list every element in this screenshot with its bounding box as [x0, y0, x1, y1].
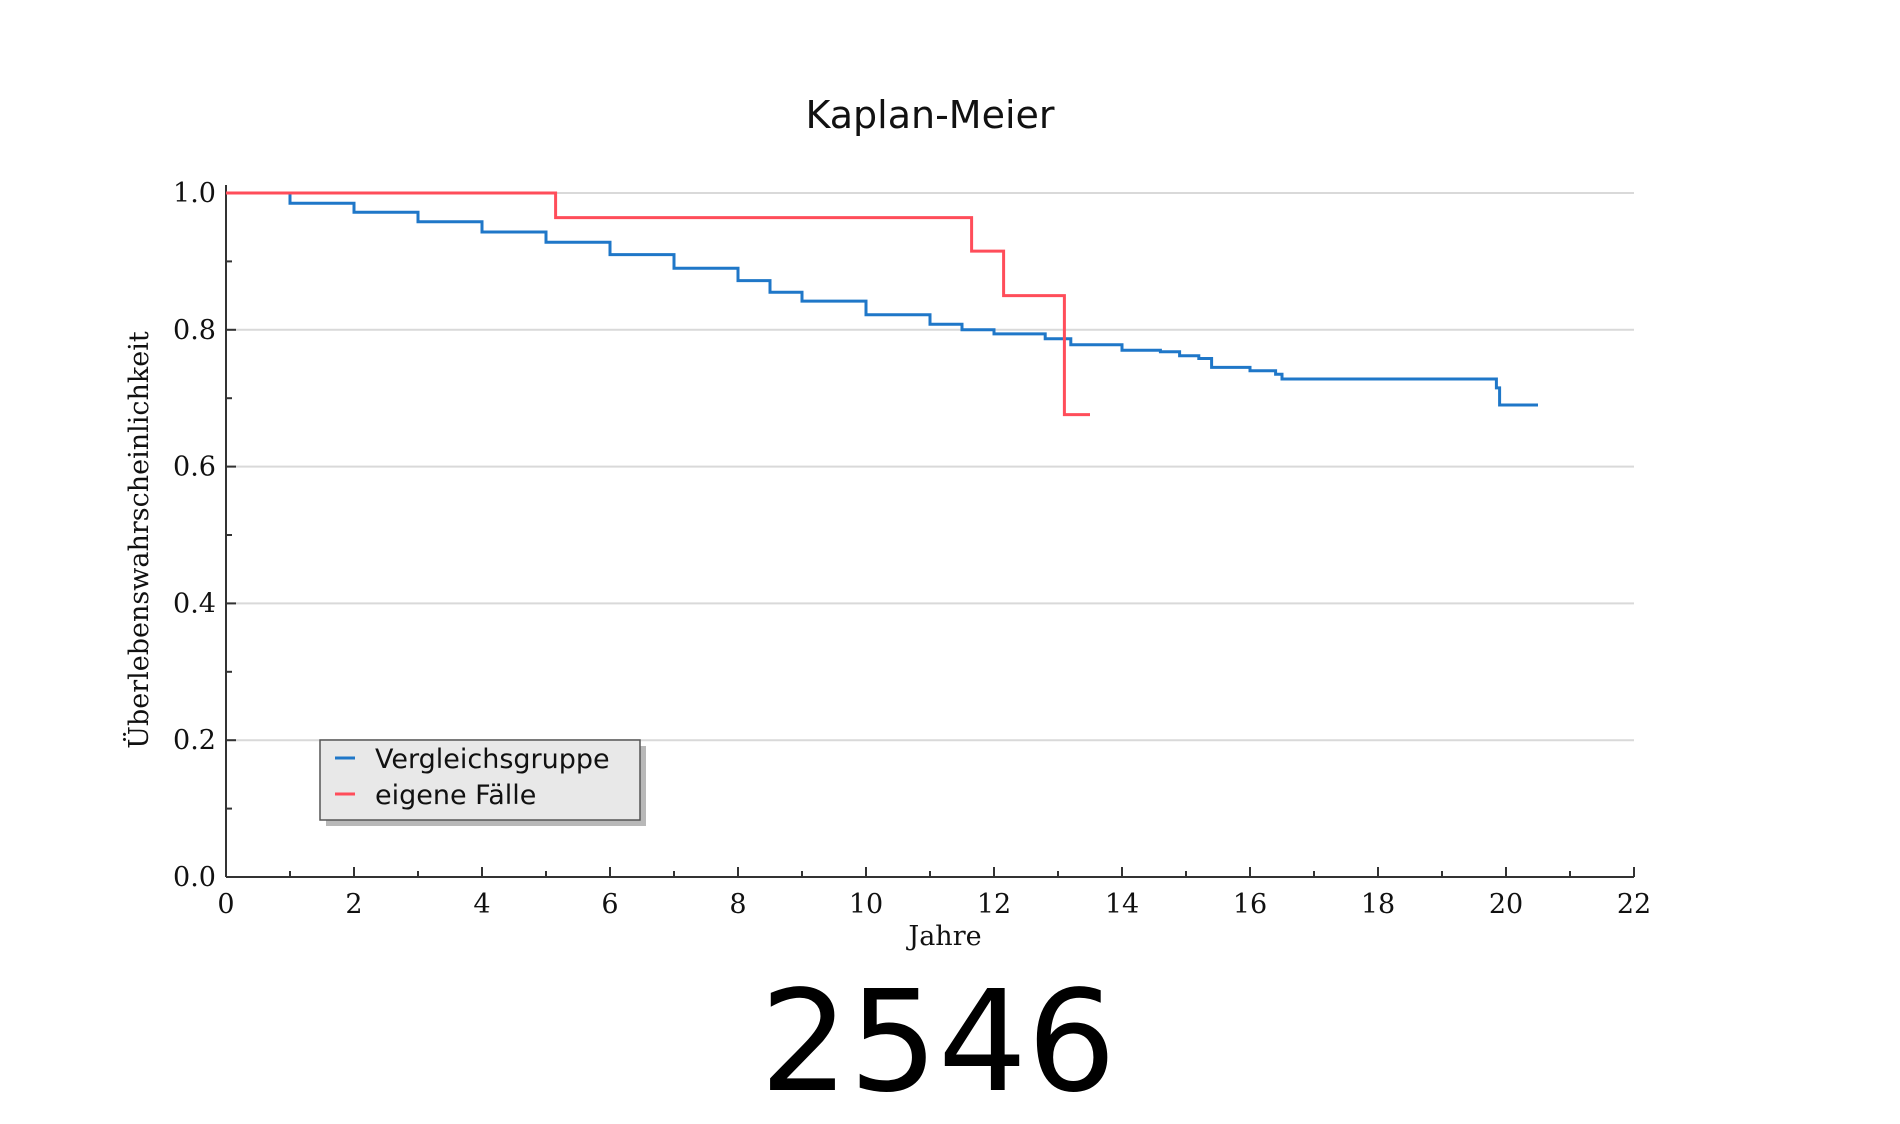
y-tick-label: 0.0 [173, 862, 216, 893]
y-tick-label: 0.8 [173, 315, 216, 346]
y-axis-label: Überlebenswahrscheinlichkeit [121, 331, 155, 749]
x-tick-label: 16 [1233, 889, 1267, 920]
figure-number: 2546 [760, 961, 1116, 1124]
x-tick-label: 18 [1361, 889, 1395, 920]
x-tick-label: 20 [1489, 889, 1523, 920]
x-axis-label: Jahre [905, 921, 981, 952]
tick-labels: 0 2 4 6 8 10 12 14 16 18 20 22 0.0 0.2 0.4 0.6 0.8 1.0 [173, 178, 1651, 920]
series-lines [226, 191, 1538, 417]
axes [225, 185, 1635, 878]
x-tick-label: 0 [217, 889, 234, 920]
x-tick-label: 12 [977, 889, 1011, 920]
series-line-0 [226, 191, 1538, 407]
x-tick-label: 22 [1617, 889, 1651, 920]
x-tick-label: 4 [473, 889, 490, 920]
legend: Vergleichsgruppe eigene Fälle [319, 739, 646, 826]
legend-label-eigene-faelle: eigene Fälle [375, 780, 536, 811]
x-tick-label: 6 [601, 889, 618, 920]
series-line-1 [226, 191, 1090, 417]
x-tick-label: 2 [345, 889, 362, 920]
y-tick-label: 0.6 [173, 452, 216, 483]
chart-title: Kaplan-Meier [805, 93, 1054, 137]
legend-box [319, 739, 641, 821]
y-tick-label: 0.4 [173, 588, 216, 619]
grid-lines [226, 192, 1634, 742]
y-tick-label: 1.0 [173, 178, 216, 209]
x-tick-label: 14 [1105, 889, 1139, 920]
x-tick-label: 10 [849, 889, 883, 920]
x-tick-label: 8 [729, 889, 746, 920]
legend-label-vergleichsgruppe: Vergleichsgruppe [375, 744, 610, 775]
y-tick-label: 0.2 [173, 725, 216, 756]
